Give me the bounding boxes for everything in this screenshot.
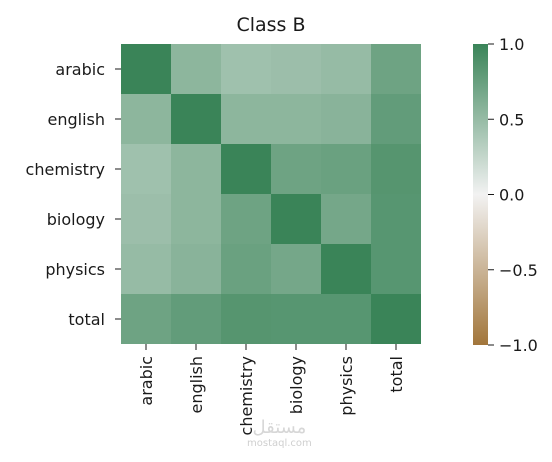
- heatmap-cell: [371, 244, 421, 294]
- watermark: مستقل mostaql.com: [247, 417, 312, 450]
- heatmap-cell: [321, 294, 371, 344]
- heatmap-cell: [321, 194, 371, 244]
- row-label: biology: [47, 210, 105, 229]
- row-label: arabic: [55, 60, 105, 79]
- heatmap-cell: [171, 94, 221, 144]
- colorbar: [473, 44, 488, 345]
- colorbar-tick-label: −1.0: [499, 336, 538, 355]
- heatmap-cell: [171, 144, 221, 194]
- row-label: total: [68, 310, 105, 329]
- colorbar-tick-label: 0.0: [499, 186, 524, 205]
- heatmap-cell: [371, 194, 421, 244]
- heatmap-cell: [371, 144, 421, 194]
- colorbar-ticks: 1.0 0.5 0.0 −0.5 −1.0: [488, 35, 538, 355]
- heatmap-cell: [271, 94, 321, 144]
- heatmap-cell: [121, 44, 171, 94]
- watermark-script: مستقل: [252, 417, 307, 438]
- heatmap-cell: [271, 44, 321, 94]
- heatmap-cells: [121, 44, 421, 344]
- row-labels: arabic english chemistry biology physics tota…: [26, 60, 121, 329]
- column-label: total: [387, 356, 406, 393]
- column-label: english: [187, 356, 206, 414]
- heatmap-cell: [371, 94, 421, 144]
- heatmap-cell: [221, 244, 271, 294]
- chart-title: Class B: [236, 14, 305, 36]
- heatmap-cell: [171, 194, 221, 244]
- heatmap-cell: [221, 144, 271, 194]
- column-labels: arabic english chemistry biology physics tota…: [137, 344, 406, 435]
- heatmap-cell: [271, 294, 321, 344]
- heatmap-cell: [221, 294, 271, 344]
- heatmap-cell: [271, 194, 321, 244]
- colorbar-tick-label: −0.5: [499, 261, 538, 280]
- colorbar-tick-label: 1.0: [499, 35, 524, 54]
- watermark-url: mostaql.com: [247, 438, 312, 449]
- row-label: physics: [45, 260, 105, 279]
- heatmap-cell: [221, 94, 271, 144]
- heatmap-cell: [321, 94, 371, 144]
- column-label: arabic: [137, 356, 156, 406]
- heatmap-cell: [371, 44, 421, 94]
- column-label: chemistry: [237, 356, 256, 435]
- heatmap-cell: [171, 44, 221, 94]
- heatmap-cell: [171, 244, 221, 294]
- colorbar-tick-label: 0.5: [499, 110, 524, 129]
- heatmap-cell: [271, 244, 321, 294]
- heatmap-cell: [221, 44, 271, 94]
- heatmap-cell: [221, 194, 271, 244]
- heatmap-cell: [121, 244, 171, 294]
- heatmap-cell: [271, 144, 321, 194]
- heatmap-cell: [121, 94, 171, 144]
- heatmap-cell: [171, 294, 221, 344]
- heatmap-cell: [321, 144, 371, 194]
- row-label: english: [47, 110, 105, 129]
- heatmap-cell: [121, 144, 171, 194]
- heatmap-cell: [121, 194, 171, 244]
- column-label: biology: [287, 356, 306, 414]
- heatmap-cell: [321, 44, 371, 94]
- heatmap-cell: [121, 294, 171, 344]
- heatmap-cell: [321, 244, 371, 294]
- heatmap-cell: [371, 294, 421, 344]
- column-label: physics: [337, 356, 356, 416]
- row-label: chemistry: [26, 160, 105, 179]
